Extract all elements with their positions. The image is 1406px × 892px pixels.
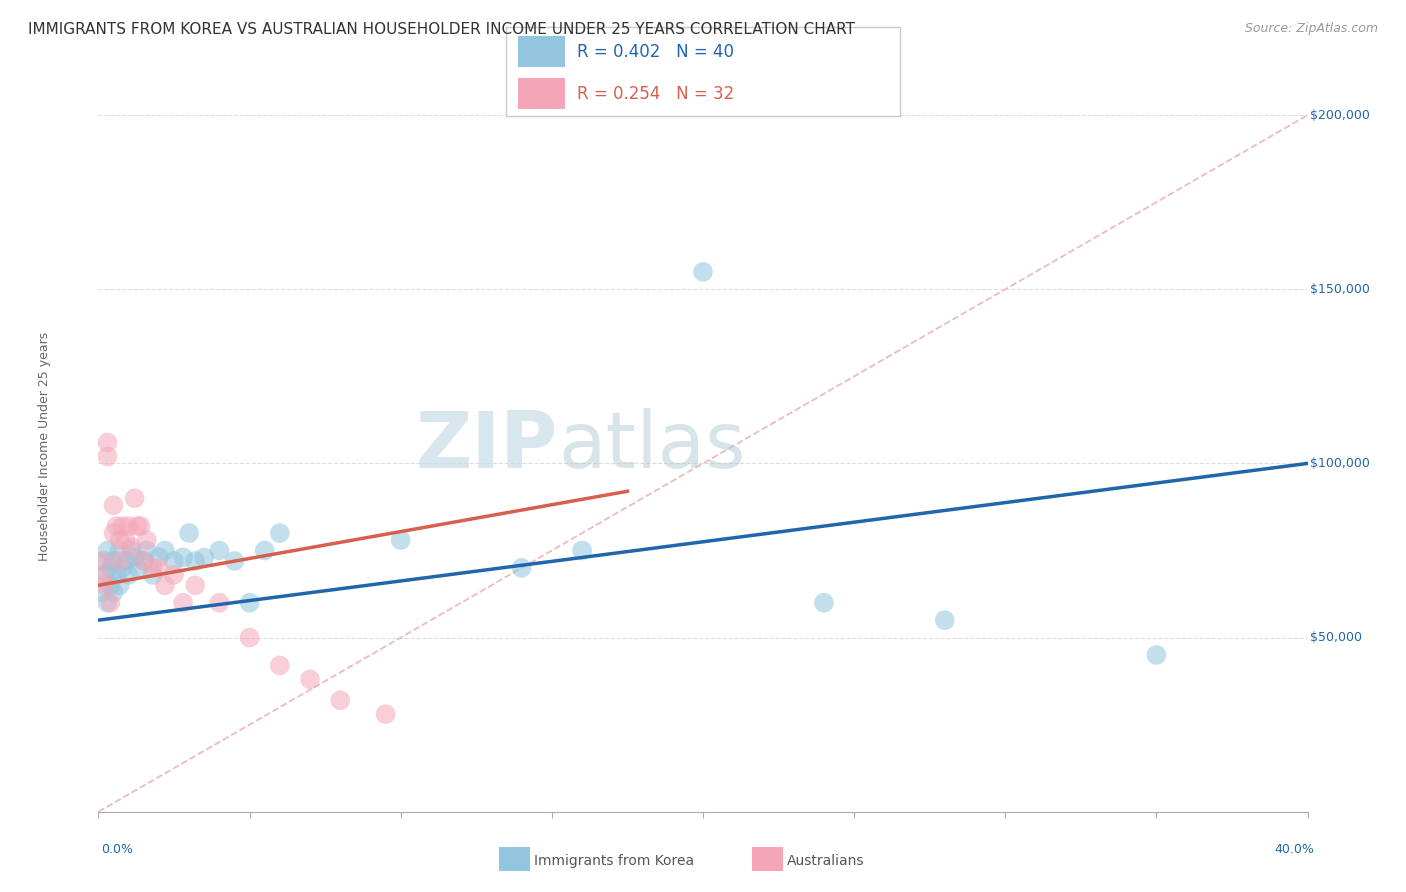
Text: ZIP: ZIP [416,408,558,484]
Text: Source: ZipAtlas.com: Source: ZipAtlas.com [1244,22,1378,36]
Point [103,526,125,541]
Point [100,596,122,610]
Point [93,567,115,582]
Text: Householder Income Under 25 years: Householder Income Under 25 years [38,331,51,561]
Point [135,543,157,558]
Point [374,707,396,722]
Point [93,554,115,568]
Point [208,543,231,558]
Point [163,554,186,568]
Point [148,561,170,575]
Point [132,554,155,568]
Point [132,554,155,568]
Point [269,658,291,673]
Text: Immigrants from Korea: Immigrants from Korea [534,854,695,868]
Point [114,533,136,547]
Point [153,543,176,558]
Point [118,567,141,582]
Text: 0.0%: 0.0% [101,843,134,856]
Point [105,567,128,582]
Point [172,550,194,565]
Point [124,550,146,565]
Point [96,450,118,464]
Point [121,540,143,554]
Point [253,543,276,558]
Point [108,533,131,547]
Point [269,526,291,541]
Point [571,543,593,558]
Point [813,596,835,610]
Text: IMMIGRANTS FROM KOREA VS AUSTRALIAN HOUSEHOLDER INCOME UNDER 25 YEARS CORRELATIO: IMMIGRANTS FROM KOREA VS AUSTRALIAN HOUS… [28,22,855,37]
Point [239,631,262,645]
Point [224,554,246,568]
Point [90,585,112,599]
Point [90,554,112,568]
Point [124,491,146,506]
Point [184,554,207,568]
Point [111,561,134,575]
Point [111,519,134,533]
Point [172,596,194,610]
Text: R = 0.254   N = 32: R = 0.254 N = 32 [576,85,734,103]
Point [108,543,131,558]
Text: R = 0.402   N = 40: R = 0.402 N = 40 [576,43,734,61]
Text: atlas: atlas [558,408,745,484]
Point [135,533,157,547]
Text: $200,000: $200,000 [1310,109,1369,121]
Text: $100,000: $100,000 [1310,457,1369,470]
Point [127,561,149,575]
Point [114,554,136,568]
Point [129,519,152,533]
Point [105,519,128,533]
Point [96,596,118,610]
Point [934,613,956,627]
Point [100,561,122,575]
Point [108,578,131,592]
Point [177,526,201,541]
Point [299,673,322,687]
Bar [517,78,565,109]
Point [510,561,533,575]
Point [96,543,118,558]
Point [184,578,207,592]
Point [100,578,122,592]
Bar [517,36,565,67]
Point [148,550,170,565]
Point [96,435,118,450]
Text: $50,000: $50,000 [1310,631,1362,644]
Point [103,585,125,599]
Point [239,596,262,610]
Point [103,498,125,512]
Text: $150,000: $150,000 [1310,283,1369,296]
Point [193,550,215,565]
Point [692,265,714,279]
Point [103,554,125,568]
Point [208,596,231,610]
Point [127,519,149,533]
Point [1144,648,1167,662]
Point [389,533,412,547]
Text: Australians: Australians [787,854,865,868]
Point [163,567,186,582]
Point [142,561,165,575]
Point [90,571,112,585]
Text: 40.0%: 40.0% [1275,843,1315,856]
Point [329,693,352,707]
Point [121,543,143,558]
Point [142,567,165,582]
Point [153,578,176,592]
Point [108,554,131,568]
Point [118,519,141,533]
Point [93,578,115,592]
